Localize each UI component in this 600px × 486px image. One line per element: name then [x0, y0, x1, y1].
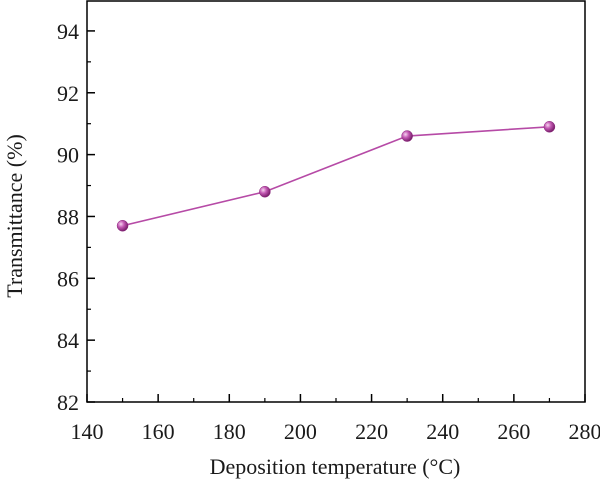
- x-tick-label: 220: [355, 419, 388, 444]
- y-tick-label: 88: [57, 204, 79, 229]
- data-point: [116, 219, 129, 232]
- y-tick-label: 84: [57, 328, 79, 353]
- y-axis-title: Transmittance (%): [2, 134, 27, 298]
- x-tick-label: 180: [213, 419, 246, 444]
- plot-frame: [86, 0, 586, 403]
- x-tick-label: 200: [284, 419, 317, 444]
- x-tick-label: 280: [569, 419, 600, 444]
- x-tick-label: 240: [426, 419, 459, 444]
- x-tick-label: 260: [497, 419, 530, 444]
- y-tick-label: 86: [57, 266, 79, 291]
- x-tick-label: 140: [71, 419, 104, 444]
- data-point: [543, 121, 556, 133]
- y-tick-label: 92: [57, 81, 79, 106]
- series-line: [122, 125, 550, 227]
- data-point: [401, 130, 413, 142]
- x-tick-label: 160: [142, 419, 175, 444]
- x-axis-title: Deposition temperature (°C): [210, 454, 461, 479]
- y-tick-label: 94: [57, 19, 79, 44]
- data-point: [259, 185, 271, 198]
- y-tick-label: 90: [57, 143, 79, 168]
- y-tick-label: 82: [57, 390, 79, 415]
